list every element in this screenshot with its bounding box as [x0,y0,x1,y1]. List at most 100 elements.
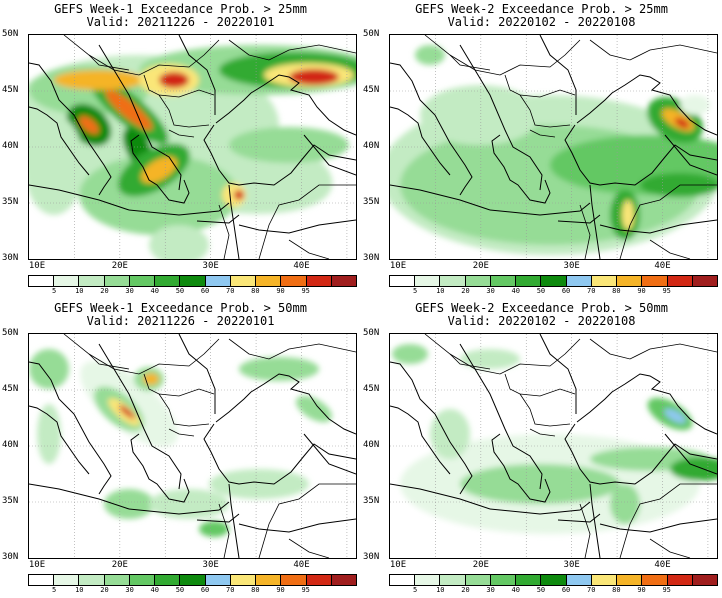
colorbar-swatch [692,276,718,286]
colorbar-label: 50 [175,287,185,295]
colorbar-swatch [465,575,491,585]
colorbar-swatch [281,575,307,585]
longitude-label: 40E [654,261,671,271]
colorbar-label: 50 [536,287,546,295]
colorbar-label: 40 [511,287,520,295]
colorbar-swatch [54,276,80,286]
colorbar-swatch [516,575,542,585]
probability-shading [104,489,154,519]
probability-map [389,333,718,559]
longitude-label: 20E [111,560,128,570]
colorbar-swatch [566,575,592,585]
colorbar-swatch [79,575,105,585]
coastline [238,219,356,234]
probability-shading [229,127,349,163]
colorbar-swatch [490,575,517,585]
country-border [619,483,717,558]
latitude-label: 30N [2,552,19,562]
colorbar-label: 40 [511,586,520,594]
colorbar [28,574,357,586]
longitude-label: 40E [654,560,671,570]
probability-shading [664,408,686,424]
colorbar-label: 30 [486,586,495,594]
probability-shading [159,72,189,88]
country-border [288,239,330,259]
probability-shading [199,521,229,537]
colorbar-label: 40 [150,586,159,594]
longitude-label: 30E [563,560,580,570]
colorbar-label: 70 [587,287,596,295]
colorbar-swatch [155,276,181,286]
colorbar-swatch [306,575,332,585]
colorbar-label: 50 [536,586,546,594]
colorbar-label: 80 [251,287,260,295]
probability-shading [415,45,445,65]
colorbar-label: 70 [587,586,596,594]
colorbar-label: 60 [200,287,210,295]
coastline [178,35,216,115]
colorbar-swatch [617,575,643,585]
coastline [128,202,230,216]
colorbar [389,275,718,287]
probability-shading [460,349,520,369]
colorbar-swatch [566,276,592,286]
latitude-label: 40N [363,141,380,151]
latitude-label: 45N [2,85,19,95]
colorbar-label: 10 [75,586,84,594]
country-border [143,74,215,98]
colorbar-swatch [29,276,55,286]
coastline [459,44,543,191]
probability-shading [149,489,229,519]
panel-valid-dates: Valid: 20220102 - 20220108 [447,314,636,328]
latitude-label: 35N [363,496,380,506]
country-border [424,35,581,76]
colorbar-label: 20 [100,287,109,295]
latitude-label: 35N [363,197,380,207]
colorbar-label: 20 [461,586,470,594]
colorbar-label: 5 [413,586,418,594]
probability-shading [680,95,710,115]
colorbar-swatch [440,575,466,585]
colorbar-swatch [465,276,491,286]
colorbar-label: 40 [150,287,159,295]
colorbar-swatch [104,575,130,585]
coastline [203,124,356,186]
probability-shading [79,155,239,235]
country-border [519,94,571,128]
colorbar-label: 5 [52,586,57,594]
coastline [390,405,451,475]
map-panel-week1-25mm: GEFS Week-1 Exceedance Prob. > 25mm Valid… [0,0,361,299]
colorbar-swatch [415,276,441,286]
colorbar-swatch [129,575,156,585]
colorbar-label: 10 [75,287,84,295]
coastline [491,134,551,204]
colorbar-swatch [230,276,257,286]
coastline [98,343,182,490]
coastline [390,483,491,510]
colorbar-swatch [331,575,357,585]
coastline [390,106,451,176]
colorbar-swatch [256,276,282,286]
colorbar-label: 5 [52,287,57,295]
panel-valid-dates: Valid: 20220102 - 20220108 [447,15,636,29]
longitude-label: 40E [293,560,310,570]
probability-shading [622,200,634,230]
coastline [196,214,240,224]
probability-shading [149,225,209,259]
coastline [557,214,601,224]
probability-shading [119,405,135,419]
colorbar-swatch [129,276,156,286]
country-border [63,334,220,375]
country-border [449,54,491,71]
country-border [168,428,195,437]
longitude-label: 10E [389,560,407,570]
latitude-label: 50N [2,328,19,338]
latitude-label: 45N [363,384,380,394]
panel-title: GEFS Week-1 Exceedance Prob. > 50mm [54,301,307,315]
latitude-label: 40N [363,440,380,450]
coastline [98,44,182,191]
country-border [158,393,210,427]
colorbar-swatch [591,575,618,585]
country-border [258,483,356,558]
longitude-label: 20E [111,261,128,271]
